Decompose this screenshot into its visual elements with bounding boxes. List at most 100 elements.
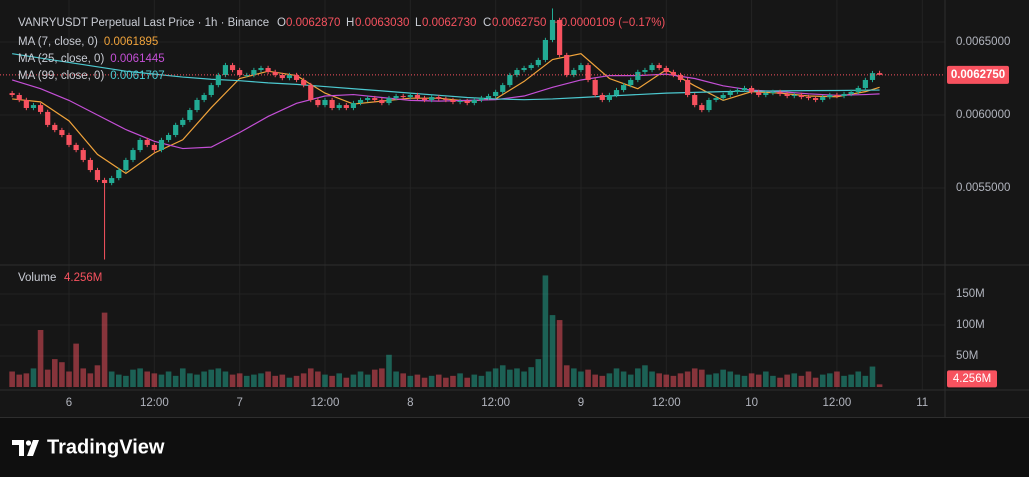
- grid: [0, 0, 945, 390]
- volume-bar: [322, 374, 328, 387]
- candle-body: [244, 75, 250, 77]
- axes: 6 12:00 7 12:00 8 12:00 9 12:00 10 12:00 11 0.00550…: [0, 0, 1029, 418]
- volume-bar: [151, 373, 158, 387]
- candle-body: [621, 85, 627, 91]
- volume-bar: [649, 371, 655, 387]
- brand-logo: TradingView: [12, 436, 165, 458]
- volume-bar: [642, 365, 648, 387]
- volume-bar: [87, 373, 94, 387]
- x-tick-label: 12:00: [823, 397, 852, 409]
- candle-body: [791, 95, 797, 97]
- candle-body: [443, 98, 449, 100]
- volume-bar: [23, 373, 30, 387]
- candle-body: [777, 91, 783, 94]
- candle-body: [251, 70, 257, 76]
- volume-bar: [741, 375, 748, 387]
- candle-body: [123, 159, 129, 171]
- volume-bar: [315, 371, 321, 387]
- x-tick-label: 10: [745, 397, 758, 409]
- volume-bar: [869, 366, 876, 387]
- volume-bar: [307, 368, 314, 387]
- volume-bar: [770, 375, 776, 387]
- volume-bar: [599, 375, 606, 387]
- ohlc-letter: O: [277, 17, 286, 29]
- candle-body: [279, 75, 285, 79]
- volume-bar: [563, 365, 570, 387]
- candle-body: [741, 87, 748, 91]
- volume-bar: [656, 373, 662, 387]
- volume-bar: [59, 362, 65, 387]
- volume-pane: [9, 275, 883, 387]
- volume-bar: [66, 371, 72, 387]
- candle-body: [194, 99, 200, 111]
- volume-bar: [791, 373, 798, 387]
- candle-body: [784, 93, 790, 97]
- volume-bar: [812, 377, 819, 387]
- candle-body: [350, 103, 357, 108]
- candle-body: [343, 105, 349, 108]
- volume-bar: [137, 368, 143, 387]
- candle-body: [841, 93, 847, 97]
- candle-body: [578, 65, 584, 71]
- candle-body: [613, 90, 620, 96]
- volume-bar: [16, 374, 23, 387]
- volume-bar: [208, 369, 215, 387]
- volume-bar: [635, 368, 641, 387]
- volume-bar: [293, 375, 300, 387]
- volume-bar: [841, 375, 847, 387]
- volume-bar: [748, 373, 755, 387]
- candle-body: [564, 55, 570, 76]
- x-tick-label: 11: [916, 397, 928, 409]
- volume-bar: [265, 371, 271, 387]
- candle-body: [862, 79, 868, 88]
- volume-bar: [855, 371, 862, 387]
- x-tick-label: 9: [578, 397, 584, 409]
- candle-body: [436, 97, 442, 99]
- candle-body: [677, 75, 684, 80]
- volume-bar: [243, 375, 250, 387]
- candle-body: [528, 65, 534, 68]
- candle-body: [45, 111, 51, 125]
- candle-body: [59, 130, 65, 135]
- candle-body: [52, 124, 58, 131]
- volume-bar: [471, 374, 478, 387]
- price-tag: [947, 65, 1009, 84]
- legend-value: 0.0061445: [110, 53, 164, 65]
- ohlc-value: 0.0062730: [422, 17, 476, 29]
- candle-body: [151, 144, 157, 151]
- volume-bar: [9, 371, 15, 387]
- volume-bar: [620, 371, 627, 387]
- candle-body: [557, 19, 563, 56]
- candle-body: [16, 95, 22, 100]
- volume-bar: [777, 377, 783, 387]
- volume-bar: [393, 371, 399, 387]
- candle-body: [357, 99, 364, 104]
- price-tag-label: 0.0062750: [951, 69, 1005, 81]
- volume-bar: [798, 375, 805, 387]
- candle-body: [293, 75, 300, 80]
- volume-bar: [556, 320, 563, 387]
- volume-bar: [215, 368, 222, 387]
- volume-bar: [30, 368, 37, 387]
- candle-body: [848, 91, 854, 94]
- candle-body: [450, 99, 456, 103]
- volume-bar: [713, 373, 719, 387]
- volume-bar: [144, 371, 151, 387]
- volume-bar: [300, 373, 307, 387]
- volume-bar: [130, 369, 136, 387]
- candle-body: [457, 100, 463, 103]
- candle-body: [493, 91, 499, 97]
- volume-bar: [720, 369, 726, 387]
- volume-bar: [706, 374, 712, 387]
- volume-bar: [94, 365, 101, 387]
- candle-body: [173, 124, 179, 135]
- x-tick-label: 12:00: [140, 397, 169, 409]
- volume-tag: [947, 370, 997, 388]
- candle-body: [187, 110, 193, 120]
- candle-body: [485, 96, 492, 99]
- volume-bar: [734, 374, 741, 387]
- candle-body: [756, 91, 762, 96]
- candle-body: [315, 99, 321, 106]
- volume-bar: [286, 377, 293, 387]
- candle-body: [834, 95, 840, 97]
